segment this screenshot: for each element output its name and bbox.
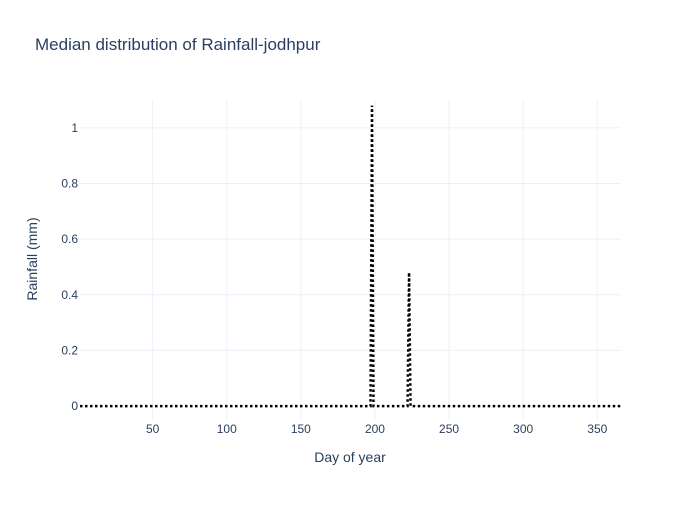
y-tick-label: 0.2 [61, 343, 78, 357]
x-tick-label: 200 [365, 422, 385, 436]
y-axis-ticks: 0 0.2 0.4 0.6 0.8 1 [61, 121, 78, 413]
y-tick-label: 0.4 [61, 288, 78, 302]
chart-title: Median distribution of Rainfall-jodhpur [35, 35, 321, 54]
y-tick-label: 0 [71, 399, 78, 413]
rainfall-series-line [80, 105, 621, 408]
grid-lines [80, 100, 621, 420]
x-tick-label: 150 [291, 422, 311, 436]
y-tick-label: 1 [71, 121, 78, 135]
series-layer [80, 105, 621, 408]
x-axis-title: Day of year [314, 449, 386, 465]
y-axis-title: Rainfall (mm) [24, 217, 40, 300]
x-tick-label: 100 [217, 422, 237, 436]
x-tick-label: 250 [439, 422, 459, 436]
x-tick-label: 50 [146, 422, 160, 436]
y-tick-label: 0.8 [61, 176, 78, 190]
y-tick-label: 0.6 [61, 232, 78, 246]
x-tick-label: 300 [513, 422, 533, 436]
x-axis-ticks: 50 100 150 200 250 300 350 [146, 422, 608, 436]
x-tick-label: 350 [587, 422, 607, 436]
